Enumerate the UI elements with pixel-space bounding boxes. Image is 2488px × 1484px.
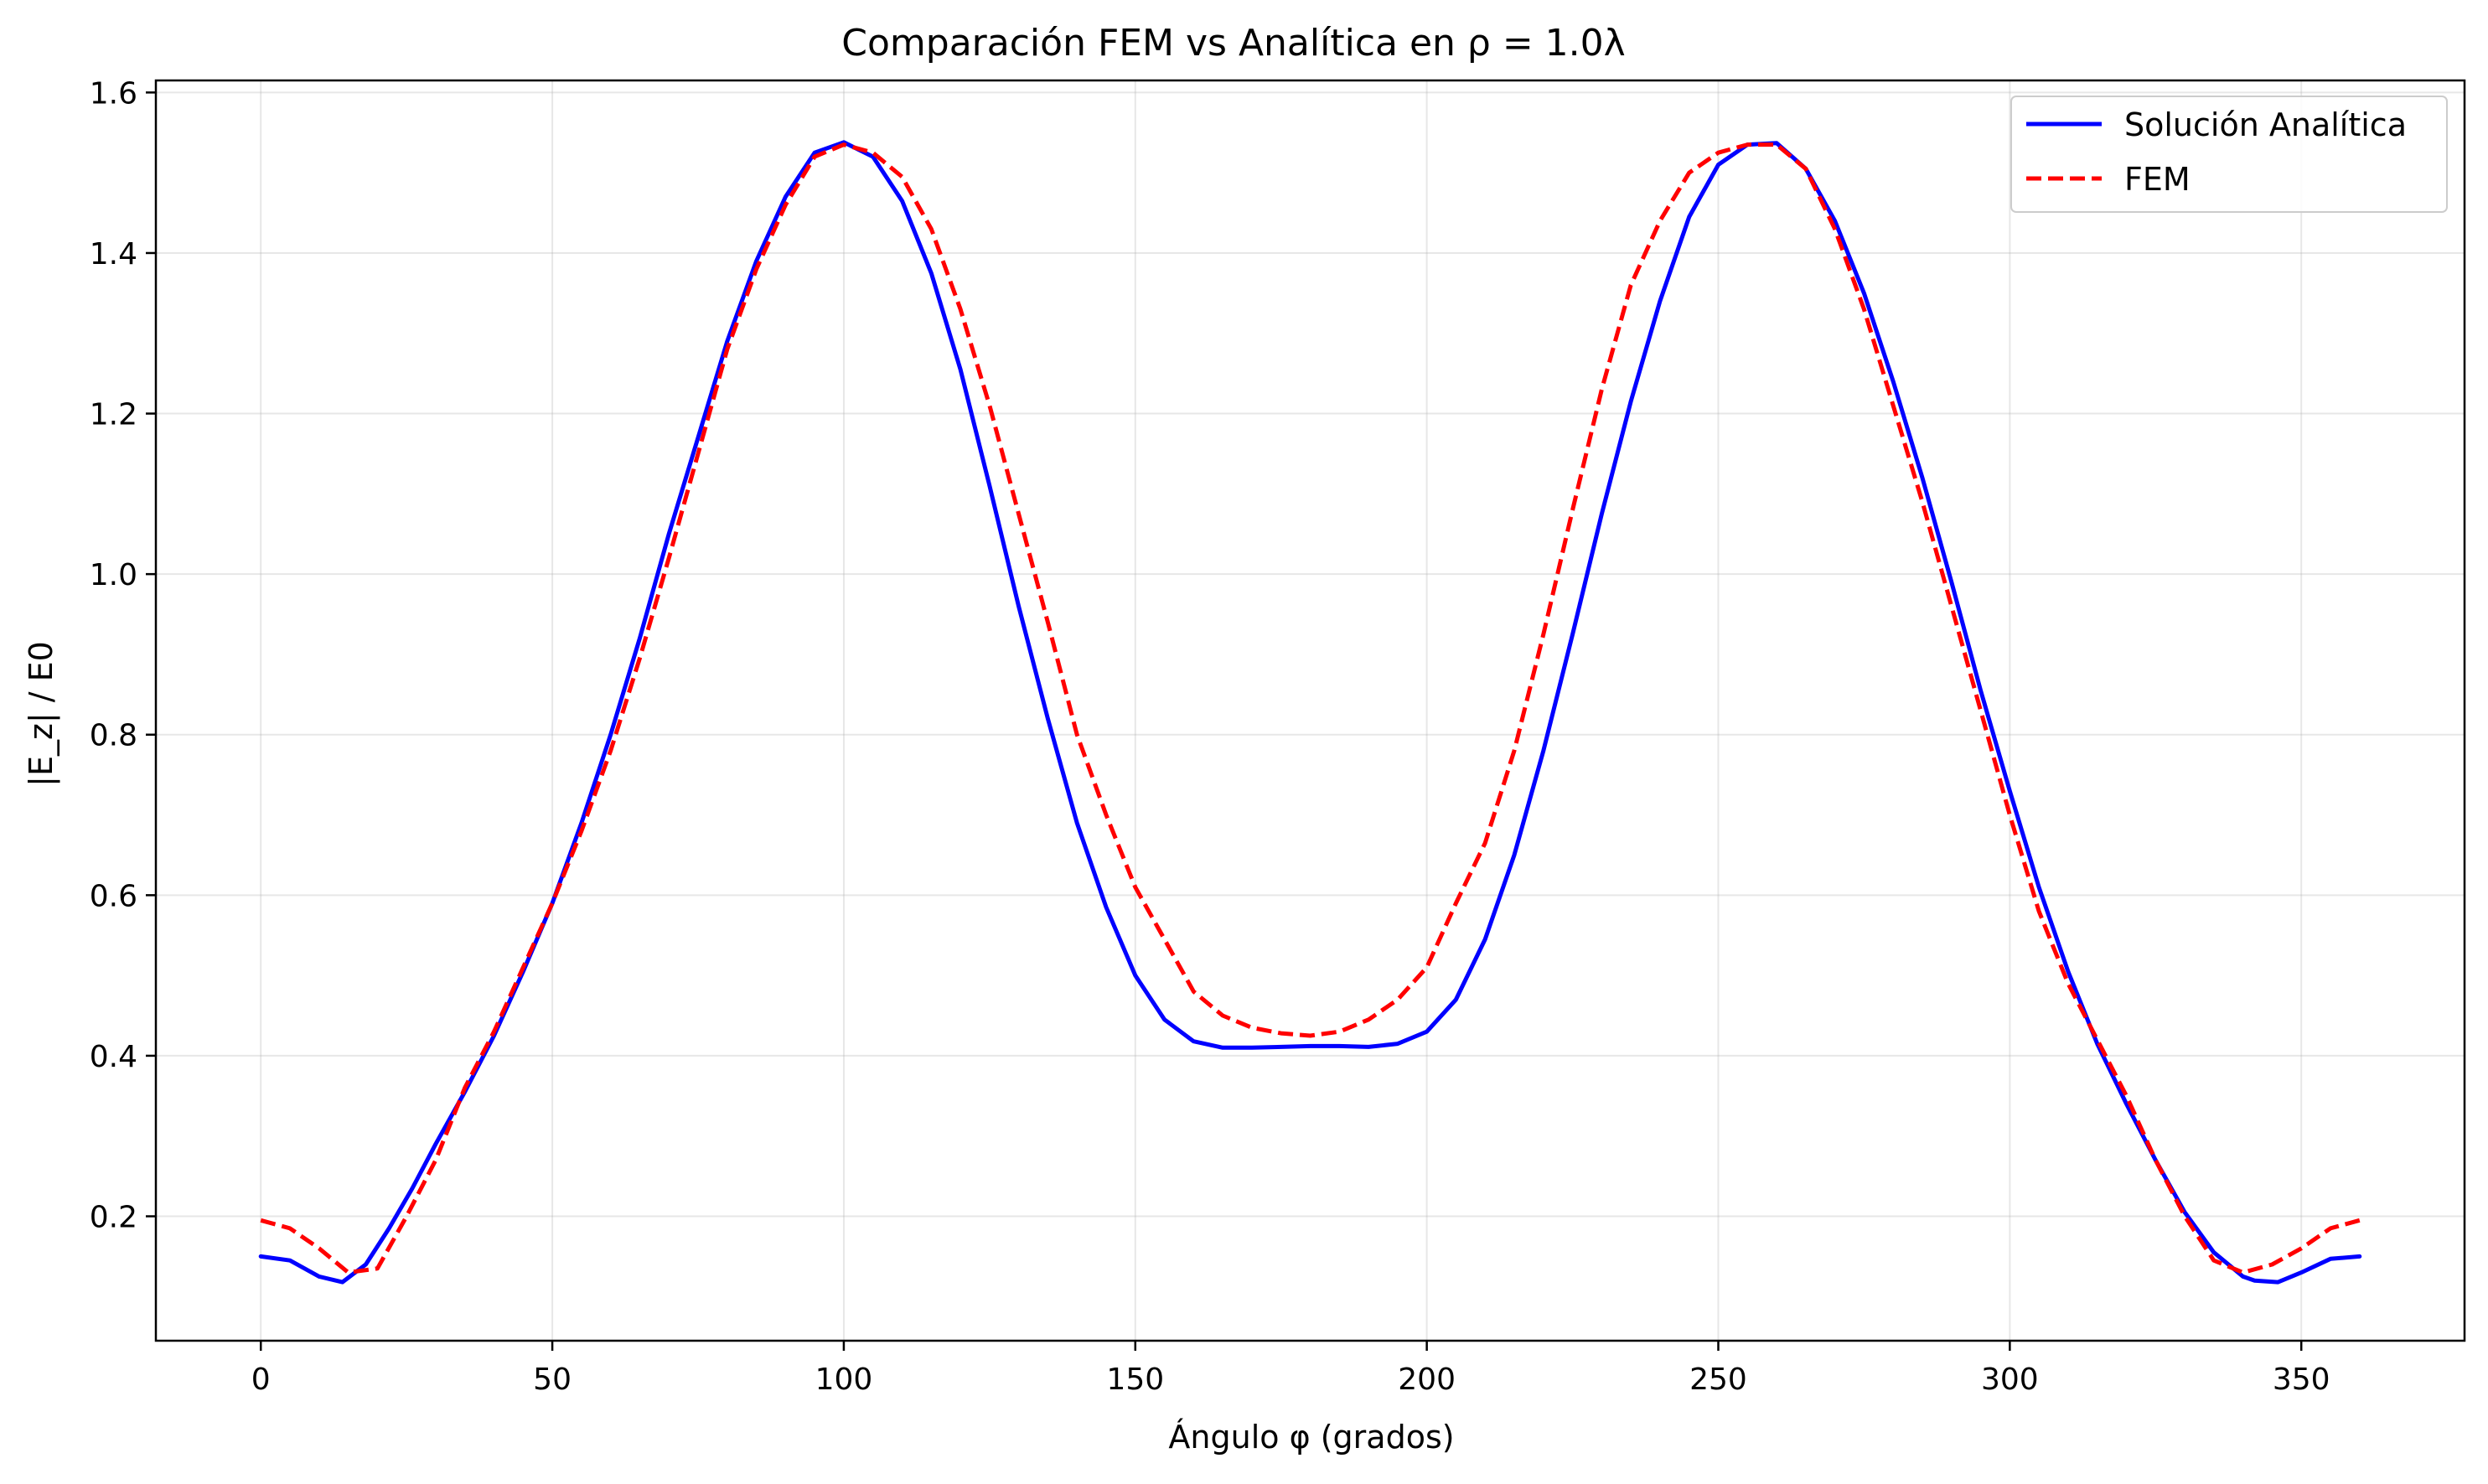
ticks: 0 50 100 150 200 250 300 350 0.2 0.4 0.6 0.8 1.0 1.2 1… xyxy=(90,76,2330,1397)
x-tick-label: 200 xyxy=(1398,1362,1456,1397)
y-tick-label: 1.6 xyxy=(90,76,137,111)
chart-title: Comparación FEM vs Analítica en ρ = 1.0λ xyxy=(841,22,1625,65)
series-line-fem xyxy=(260,142,2361,1275)
y-tick-label: 1.0 xyxy=(90,558,137,592)
x-tick-label: 150 xyxy=(1106,1362,1164,1397)
x-tick-label: 50 xyxy=(533,1362,572,1397)
grid xyxy=(156,80,2465,1341)
x-tick-label: 300 xyxy=(1981,1362,2039,1397)
y-tick-label: 0.2 xyxy=(90,1201,137,1235)
x-tick-label: 0 xyxy=(251,1362,271,1397)
y-axis-label: |E_z| / E0 xyxy=(23,641,60,787)
x-tick-label: 350 xyxy=(2273,1362,2330,1397)
x-axis-label: Ángulo φ (grados) xyxy=(1168,1419,1454,1456)
y-tick-label: 1.4 xyxy=(90,237,137,271)
x-tick-label: 250 xyxy=(1689,1362,1747,1397)
y-tick-label: 0.8 xyxy=(90,719,137,753)
legend-label-analytic: Solución Analítica xyxy=(2124,106,2407,143)
x-tick-label: 100 xyxy=(815,1362,873,1397)
y-tick-label: 0.6 xyxy=(90,879,137,913)
series-line-analytic xyxy=(258,140,2362,1285)
legend: Solución Analítica FEM xyxy=(2010,96,2448,213)
legend-box xyxy=(2010,96,2448,213)
y-tick-label: 0.4 xyxy=(90,1040,137,1074)
series-layer xyxy=(258,140,2362,1285)
plot-frame xyxy=(154,79,2466,1342)
y-tick-label: 1.2 xyxy=(90,398,137,432)
legend-label-fem: FEM xyxy=(2124,161,2191,198)
